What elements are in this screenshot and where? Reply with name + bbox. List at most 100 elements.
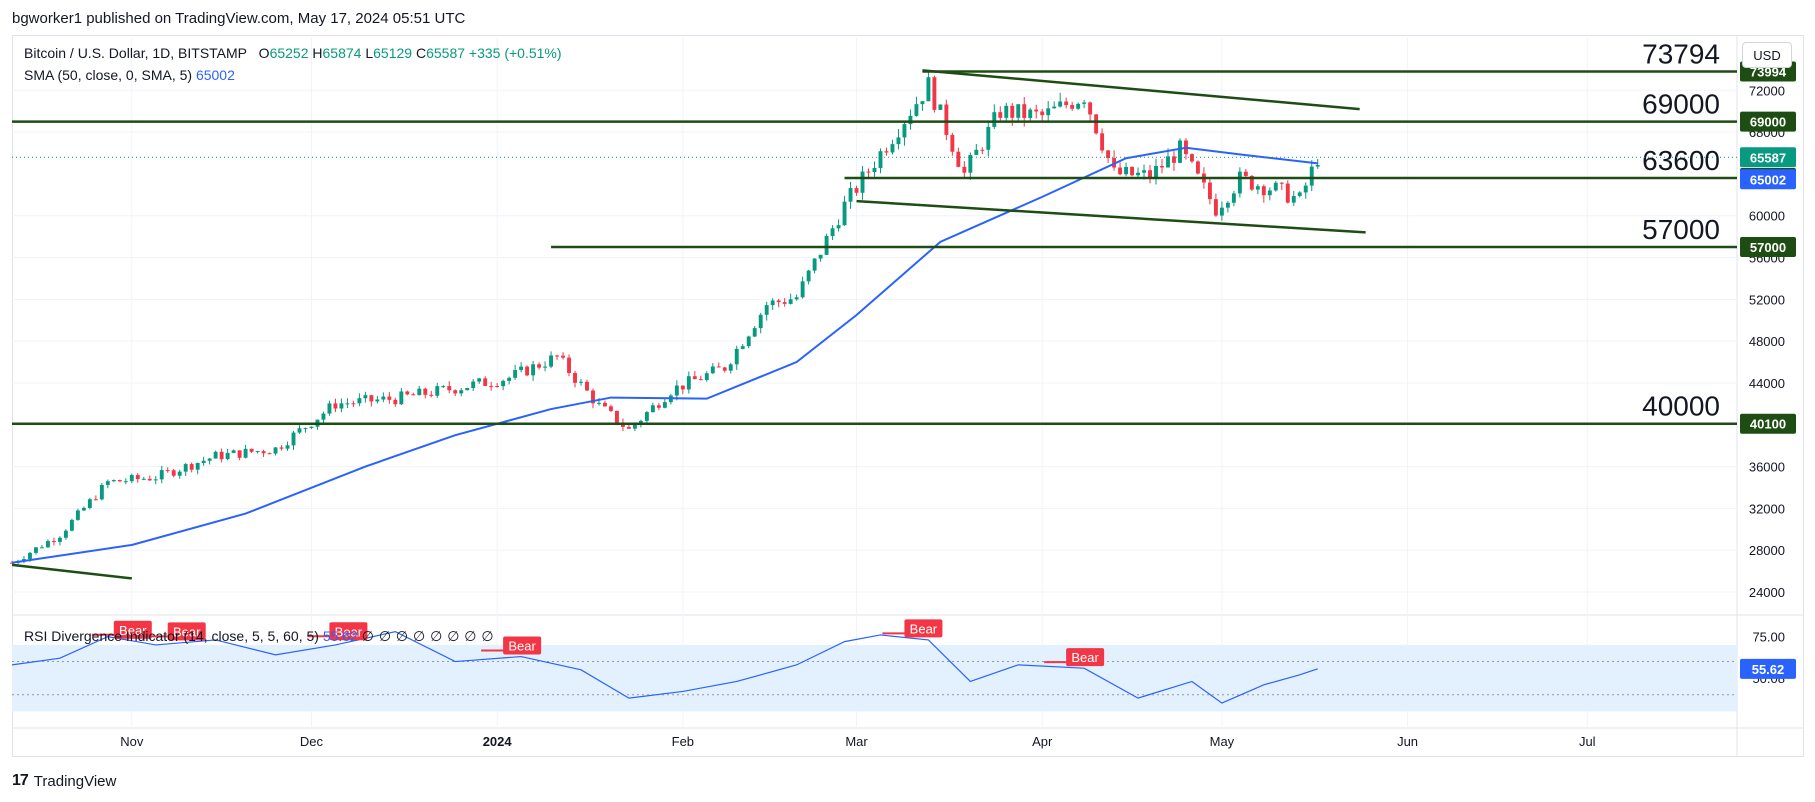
candle-body <box>441 386 446 388</box>
candle-body <box>585 381 589 391</box>
candle-body <box>962 166 967 173</box>
y-tick-label: 48000 <box>1749 334 1785 349</box>
candle-body <box>1166 156 1170 168</box>
candle-body <box>381 396 386 400</box>
sma-price-badge <box>1740 169 1796 190</box>
candle-body <box>734 348 739 365</box>
candle-body <box>1010 105 1015 118</box>
sma-price-label: 65002 <box>1750 172 1786 187</box>
bear-badge <box>167 622 206 641</box>
candle-body <box>495 386 500 388</box>
candle-body <box>57 537 62 542</box>
candle-body <box>1022 104 1027 118</box>
candle-body <box>225 452 230 460</box>
price-chart[interactable]: 24000 28000 32000 36000 40000 44000 48000 52000… <box>0 0 1815 760</box>
candle-body <box>1034 109 1039 112</box>
candle-body <box>860 171 865 193</box>
high-label: H <box>312 45 323 61</box>
candle-body <box>195 463 200 470</box>
candle-body <box>279 447 284 449</box>
candle-body <box>40 547 44 549</box>
bear-label: Bear <box>119 623 147 638</box>
candle-body <box>938 104 943 110</box>
candle-body <box>932 77 937 110</box>
candle-body <box>1315 165 1320 167</box>
currency-button[interactable]: USD <box>1742 42 1792 68</box>
candle-body <box>531 364 536 376</box>
candle-body <box>686 376 691 390</box>
candle-body <box>399 391 404 405</box>
sma-legend[interactable]: SMA (50, close, 0, SMA, 5) 65002 <box>24 67 235 83</box>
candle-body <box>387 396 392 400</box>
rsi-legend[interactable]: RSI Divergence Indicator (14, close, 5, … <box>24 628 494 645</box>
candle-body <box>261 451 266 454</box>
bear-label: Bear <box>173 624 201 639</box>
candle-body <box>986 126 991 150</box>
candle-body <box>501 380 506 387</box>
candle-body <box>1195 161 1200 174</box>
candle-body <box>992 112 997 127</box>
candle-body <box>141 478 146 480</box>
candle-body <box>1016 104 1021 118</box>
rsi-value-badge <box>1740 658 1796 679</box>
candle-body <box>411 394 416 396</box>
rsi-tick-label: 75.00 <box>1752 630 1785 645</box>
candle-body <box>812 258 817 271</box>
candle-body <box>165 470 170 472</box>
y-tick-label: 28000 <box>1749 543 1785 558</box>
footer[interactable]: 17 TradingView <box>12 772 116 790</box>
candle-body <box>321 413 326 420</box>
level-label: 57000 <box>1642 214 1720 245</box>
candle-body <box>1231 193 1236 203</box>
candle-body <box>926 77 931 102</box>
candle-body <box>854 188 859 193</box>
candle-body <box>1124 166 1129 175</box>
candle-body <box>782 302 787 304</box>
candle-body <box>1130 166 1134 176</box>
candle-body <box>459 390 464 394</box>
close-value: 65587 <box>426 45 466 61</box>
level-label: 63600 <box>1642 145 1720 176</box>
candle-body <box>770 300 775 306</box>
bear-badge <box>1066 648 1105 667</box>
candle-body <box>818 254 823 259</box>
y-tick-label: 52000 <box>1749 292 1785 307</box>
candle-body <box>698 379 703 381</box>
candle-body <box>369 395 374 402</box>
candle-body <box>728 364 733 371</box>
candle-body <box>483 378 488 386</box>
candle-body <box>908 115 913 125</box>
level-label: 69000 <box>1642 89 1720 120</box>
candle-body <box>129 475 134 482</box>
rsi-extra-values: ∅ ∅ ∅ ∅ ∅ ∅ ∅ ∅ <box>361 628 495 644</box>
candle-body <box>303 427 308 429</box>
bear-label: Bear <box>910 621 938 636</box>
candle-body <box>201 460 206 464</box>
candle-body <box>944 104 949 135</box>
last-price-badge <box>1740 147 1796 168</box>
candle-body <box>842 201 847 226</box>
rsi-band <box>12 644 1737 712</box>
candle-body <box>1190 154 1194 162</box>
candle-body <box>674 385 679 396</box>
candle-body <box>333 403 338 409</box>
symbol-legend: Bitcoin / U.S. Dollar, 1D, BITSTAMP O652… <box>24 45 562 61</box>
candle-body <box>549 355 554 367</box>
trendline-early-line <box>11 563 132 580</box>
candle-body <box>1303 185 1308 193</box>
candle-body <box>1255 186 1260 190</box>
candle-body <box>884 151 889 153</box>
candle-body <box>477 378 482 382</box>
candle-body <box>567 357 571 374</box>
candle-body <box>764 305 769 315</box>
candle-body <box>1207 182 1212 200</box>
candle-body <box>1219 207 1224 216</box>
close-label: C <box>415 45 427 61</box>
rsi-label: RSI Divergence Indicator (14, close, 5, … <box>24 628 319 644</box>
candle-body <box>1142 170 1146 173</box>
candle-body <box>776 300 781 303</box>
candle-body <box>525 366 530 376</box>
candle-body <box>632 424 637 429</box>
level-axis-label: 57000 <box>1750 240 1786 255</box>
candle-body <box>603 402 607 407</box>
